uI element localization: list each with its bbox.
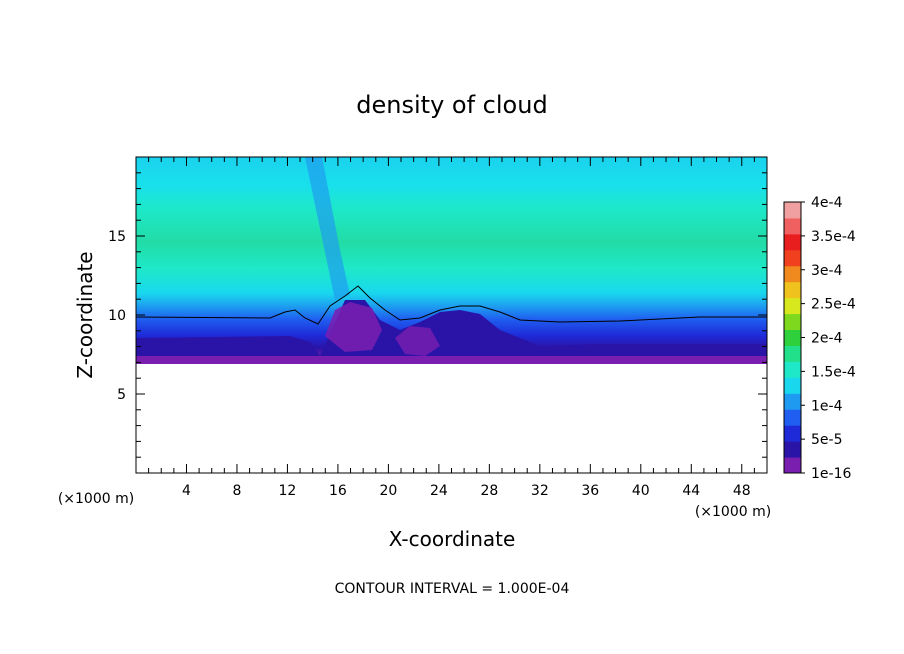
x-tick-label: 36 xyxy=(581,483,599,499)
colorbar-label: 1e-4 xyxy=(811,398,843,414)
y-tick-label: 5 xyxy=(117,387,126,403)
colorbar-label: 2e-4 xyxy=(811,331,843,347)
colorbar-swatch xyxy=(784,329,801,346)
x-tick-label: 16 xyxy=(329,483,347,499)
colorbar-swatch xyxy=(784,457,801,474)
contour-interval-note: CONTOUR INTERVAL = 1.000E-04 xyxy=(335,581,570,597)
colorbar-swatch xyxy=(784,265,801,283)
y-axis-label: Z-coordinate xyxy=(73,251,97,378)
y-axis-ticks: 5 10 15 xyxy=(108,172,767,458)
colorbar-swatch xyxy=(784,409,801,426)
colorbar-swatch xyxy=(784,441,801,458)
x-axis-ticks: 4 8 12 16 20 24 28 32 36 40 44 48 xyxy=(148,157,755,499)
colorbar-swatch xyxy=(784,313,801,331)
colorbar-label: 4e-4 xyxy=(811,195,843,211)
colorbar: 1e-16 5e-5 1e-4 1.5e-4 2e-4 2.5e-4 3e-4 3.5e-4 4… xyxy=(783,195,856,482)
colorbar-swatch xyxy=(784,202,801,219)
y-tick-label: 10 xyxy=(108,308,126,324)
colorbar-label: 1.5e-4 xyxy=(811,364,856,380)
colorbar-swatch xyxy=(784,217,801,235)
colorbar-label: 3.5e-4 xyxy=(811,229,856,245)
x-tick-label: 12 xyxy=(279,483,297,499)
y-tick-label: 15 xyxy=(108,229,126,245)
colorbar-label: 2.5e-4 xyxy=(811,297,856,313)
cloud-base-strip xyxy=(136,356,767,364)
cloud-core xyxy=(325,302,382,352)
colorbar-label: 1e-16 xyxy=(811,466,851,482)
x-tick-label: 40 xyxy=(632,483,650,499)
colorbar-swatch xyxy=(784,281,801,299)
x-tick-label: 8 xyxy=(232,483,241,499)
cloud-plume xyxy=(305,157,350,300)
y-axis-unit: (×1000 m) xyxy=(58,491,134,507)
x-axis-label: X-coordinate xyxy=(389,527,516,551)
x-tick-label: 20 xyxy=(379,483,397,499)
x-tick-label: 44 xyxy=(682,483,700,499)
x-tick-label: 32 xyxy=(531,483,549,499)
cloud-lower-band xyxy=(136,300,767,360)
colorbar-swatch xyxy=(784,393,801,410)
x-tick-label: 28 xyxy=(480,483,498,499)
colorbar-swatch xyxy=(784,361,801,378)
x-axis-unit: (×1000 m) xyxy=(695,504,771,520)
x-tick-label: 4 xyxy=(182,483,191,499)
x-tick-label: 48 xyxy=(733,483,751,499)
x-tick-label: 24 xyxy=(430,483,448,499)
colorbar-swatch xyxy=(784,377,801,394)
colorbar-swatch xyxy=(784,345,801,362)
chart-title: density of cloud xyxy=(356,91,547,119)
contour-line xyxy=(135,285,767,325)
cloud-core-2 xyxy=(395,326,440,356)
colorbar-swatch xyxy=(784,249,801,267)
plot-area xyxy=(135,156,768,474)
colorbar-swatch xyxy=(784,233,801,251)
colorbar-label: 5e-5 xyxy=(811,432,842,448)
colorbar-swatch xyxy=(784,425,801,442)
colorbar-label: 3e-4 xyxy=(811,263,843,279)
colorbar-swatch xyxy=(784,297,801,315)
